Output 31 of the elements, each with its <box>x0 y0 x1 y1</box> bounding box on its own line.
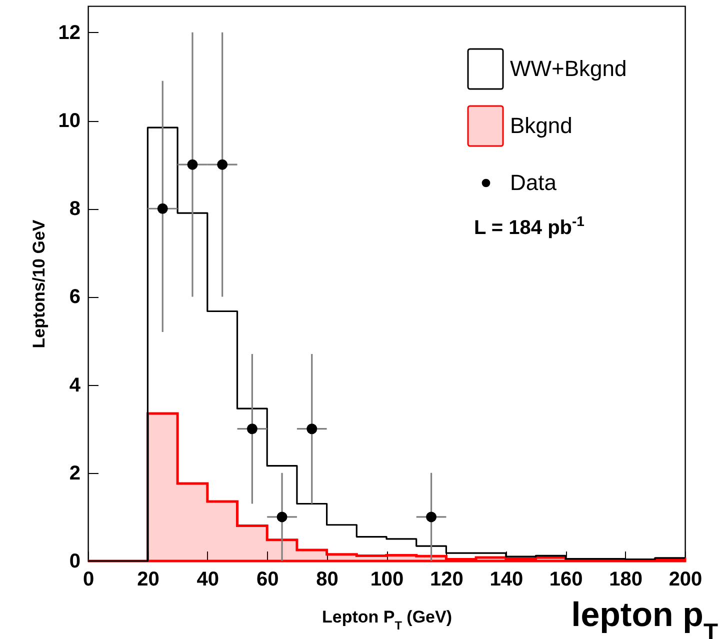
x-tick-label: 60 <box>256 568 279 590</box>
point <box>426 512 437 522</box>
x-tick-label: 80 <box>316 568 338 590</box>
y-tick-label: 8 <box>69 198 80 220</box>
annotation: L = 184 pb$^{-1}$ <box>474 213 585 239</box>
x-tick-label: 100 <box>370 568 404 590</box>
x-tick-label: 40 <box>196 568 220 590</box>
x-tick-label: 0 <box>82 568 94 590</box>
x-tick-label: 20 <box>137 568 160 590</box>
point <box>187 159 198 170</box>
y-tick-label: 4 <box>69 374 82 396</box>
legend-label: WW+Bkgnd <box>510 56 627 81</box>
point <box>306 424 318 434</box>
x-tick-label: 120 <box>430 568 464 590</box>
legend-label: Data <box>510 170 558 195</box>
x-tick-label: 200 <box>668 568 702 590</box>
x-axis-title: Lepton P$_{T}$ (GeV) <box>322 608 452 632</box>
point <box>276 512 288 522</box>
point <box>157 203 168 214</box>
legend-label: Bkgnd <box>510 113 572 138</box>
y-tick-label: 6 <box>69 286 80 308</box>
x-tick-label: 140 <box>490 568 524 590</box>
y-tick-label: 0 <box>69 550 80 572</box>
y-axis-title: Leptons/10 GeV <box>29 219 48 348</box>
y-tick-label: 2 <box>69 462 80 484</box>
point <box>217 159 228 170</box>
y-tick-label: 12 <box>58 22 80 44</box>
x-tick-label: 180 <box>609 568 642 590</box>
y-tick-label: 10 <box>58 110 80 132</box>
point <box>246 424 258 434</box>
x-tick-label: 160 <box>549 568 583 590</box>
